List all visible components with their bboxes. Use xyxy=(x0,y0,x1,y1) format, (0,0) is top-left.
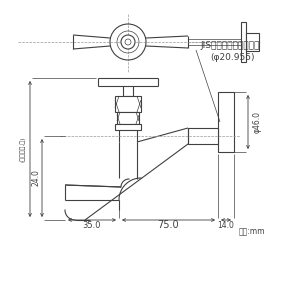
Text: 24.0: 24.0 xyxy=(32,169,40,186)
Text: (φ20.955): (φ20.955) xyxy=(210,52,254,62)
Circle shape xyxy=(121,35,135,49)
Bar xyxy=(218,92,234,152)
Text: 14.0: 14.0 xyxy=(218,220,234,230)
Text: (最大８０.０): (最大８０.０) xyxy=(20,136,26,162)
Bar xyxy=(246,33,259,51)
Text: 35.0: 35.0 xyxy=(83,220,101,230)
Text: 単位:mm: 単位:mm xyxy=(238,227,265,236)
Bar xyxy=(115,124,141,130)
Bar xyxy=(188,128,218,144)
Text: JIS給水栓取付ねじ１３: JIS給水栓取付ねじ１３ xyxy=(200,40,260,50)
Text: 75.0: 75.0 xyxy=(158,220,179,230)
Text: φ46.0: φ46.0 xyxy=(253,111,262,133)
Bar xyxy=(241,22,246,62)
Bar xyxy=(117,112,139,124)
Bar xyxy=(115,96,141,112)
